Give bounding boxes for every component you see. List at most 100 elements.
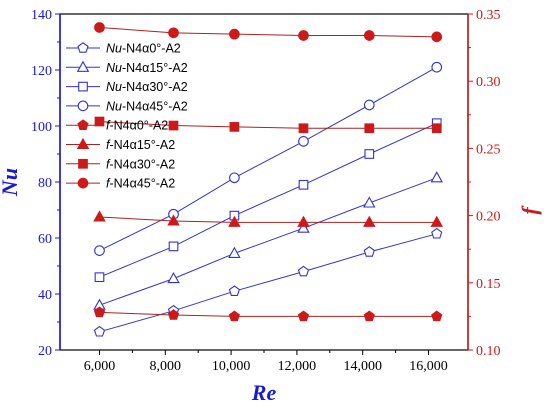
- data-point: [93, 210, 106, 222]
- legend-marker: [78, 158, 88, 169]
- x-tick-label: 16,000: [409, 359, 448, 374]
- data-point: [431, 310, 443, 322]
- data-point: [168, 27, 179, 39]
- x-tick-label: 12,000: [278, 359, 317, 374]
- data-point: [363, 215, 376, 227]
- data-point: [94, 245, 105, 256]
- legend-entry: f-N4α45°-A2: [66, 177, 175, 191]
- series-line: [99, 177, 437, 306]
- legend-label: Nu-N4α0°-A2: [106, 42, 181, 56]
- data-point: [93, 325, 106, 337]
- data-point: [363, 196, 376, 208]
- data-point: [431, 123, 442, 134]
- legend: Nu-N4α0°-A2 Nu-N4α15°-A2 Nu-N4α30°-A2 Nu-N4…: [66, 42, 188, 191]
- data-point: [93, 306, 106, 318]
- right-y-tick-label: 0.20: [476, 210, 501, 225]
- series-line: [99, 233, 437, 333]
- data-point: [94, 22, 105, 33]
- data-point: [167, 309, 180, 320]
- left-y-tick-label: 140: [31, 8, 52, 23]
- data-point: [298, 30, 309, 41]
- legend-label: f-N4α45°-A2: [106, 177, 175, 191]
- right-y-axis-title: f: [517, 205, 542, 215]
- right-y-axis-ticks: 0.10 0.15 0.20 0.25 0.30 0.35: [468, 8, 501, 359]
- data-point: [298, 123, 309, 134]
- series-line: [99, 122, 437, 278]
- legend-entry: Nu-N4α30°-A2: [66, 80, 188, 94]
- data-point: [167, 214, 180, 226]
- legend-entry: Nu-N4α45°-A2: [66, 99, 188, 113]
- x-tick-label: 8,000: [150, 359, 182, 374]
- data-point: [363, 99, 375, 111]
- data-point: [431, 61, 443, 73]
- series-f-7: [94, 22, 443, 43]
- legend-entry: f-N4α15°-A2: [66, 137, 175, 152]
- legend-label: f-N4α0°-A2: [106, 119, 168, 133]
- data-point: [430, 171, 443, 183]
- series-line: [99, 216, 437, 223]
- legend-marker: [76, 137, 90, 150]
- data-point: [228, 285, 240, 296]
- data-point: [297, 215, 310, 227]
- data-point: [229, 28, 240, 40]
- data-point: [430, 215, 443, 227]
- left-y-tick-label: 80: [38, 176, 52, 191]
- legend-marker: [77, 42, 89, 53]
- legend-label: Nu-N4α30°-A2: [106, 80, 188, 94]
- data-point: [364, 149, 375, 159]
- data-point: [297, 221, 310, 233]
- right-y-tick-label: 0.35: [476, 8, 501, 23]
- x-axis-title: Re: [251, 380, 277, 405]
- data-point: [364, 123, 375, 134]
- legend-label: Nu-N4α15°-A2: [106, 61, 188, 75]
- legend-marker: [77, 100, 89, 112]
- series-f-6: [94, 116, 442, 134]
- data-point: [298, 136, 309, 147]
- right-y-tick-label: 0.30: [476, 75, 501, 90]
- legend-entry: f-N4α0°-A2: [66, 119, 168, 133]
- legend-marker: [77, 119, 89, 130]
- data-point: [228, 215, 241, 227]
- data-point: [228, 246, 241, 258]
- series-layer: [93, 22, 443, 337]
- right-y-tick-label: 0.15: [476, 277, 501, 292]
- left-y-tick-label: 60: [38, 232, 52, 247]
- data-point: [298, 179, 309, 190]
- left-y-tick-label: 100: [31, 120, 52, 135]
- left-y-tick-label: 120: [31, 64, 52, 79]
- right-y-tick-label: 0.25: [476, 142, 501, 157]
- series-line: [99, 26, 437, 38]
- legend-marker: [77, 177, 89, 189]
- legend-entry: f-N4α30°-A2: [66, 157, 175, 171]
- series-line: [99, 311, 437, 317]
- data-point: [94, 272, 105, 283]
- data-point: [297, 265, 310, 277]
- left-y-axis-title: Nu: [0, 168, 22, 197]
- data-point: [229, 172, 240, 184]
- data-point: [363, 246, 375, 257]
- series-nu-1: [93, 171, 443, 310]
- x-axis-ticks: 6,000 8,000 10,000 12,000 14,000 16,000: [84, 350, 448, 374]
- legend-label: f-N4α30°-A2: [106, 157, 175, 171]
- data-point: [363, 310, 375, 322]
- series-nu-0: [93, 227, 443, 337]
- left-y-tick-label: 20: [38, 344, 52, 359]
- series-f-4: [93, 306, 443, 322]
- left-y-tick-label: 40: [38, 288, 52, 303]
- legend-label: f-N4α15°-A2: [106, 138, 175, 152]
- data-point: [229, 122, 240, 132]
- right-y-tick-label: 0.10: [476, 344, 501, 359]
- data-point: [94, 116, 105, 127]
- legend-marker: [78, 81, 88, 92]
- data-point: [431, 31, 443, 43]
- series-line: [99, 121, 437, 129]
- x-tick-label: 14,000: [343, 359, 382, 374]
- series-nu-2: [94, 118, 442, 283]
- x-tick-label: 10,000: [212, 359, 251, 374]
- data-point: [168, 120, 179, 131]
- legend-entry: Nu-N4α0°-A2: [66, 42, 181, 56]
- series-f-5: [93, 210, 443, 227]
- x-tick-label: 6,000: [84, 359, 116, 374]
- data-point: [363, 30, 375, 41]
